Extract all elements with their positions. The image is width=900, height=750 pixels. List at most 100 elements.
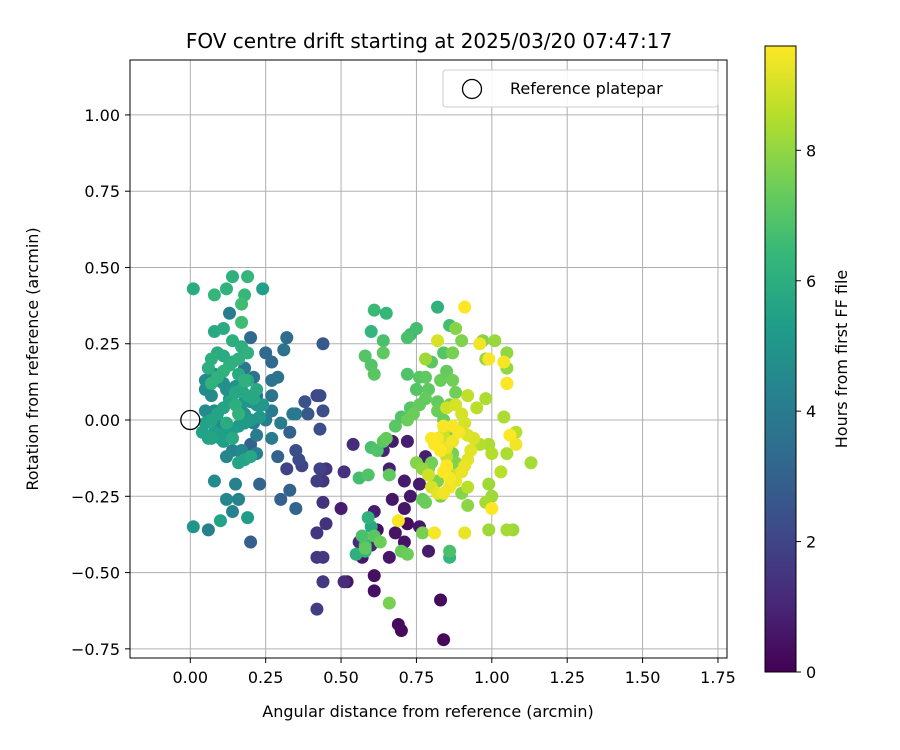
- data-point: [437, 486, 451, 500]
- data-point: [455, 465, 469, 479]
- data-point: [367, 303, 381, 317]
- data-point: [201, 361, 215, 375]
- data-point: [219, 450, 233, 464]
- data-point: [400, 434, 414, 448]
- y-axis-label: Rotation from reference (arcmin): [23, 227, 42, 490]
- data-point: [244, 450, 258, 464]
- data-point: [219, 282, 233, 296]
- data-point: [235, 315, 249, 329]
- data-point: [482, 523, 496, 537]
- data-point: [434, 593, 448, 607]
- data-point: [361, 511, 375, 525]
- data-point: [434, 373, 448, 387]
- data-point: [455, 334, 469, 348]
- y-tick-label: 1.00: [84, 106, 120, 125]
- data-point: [443, 544, 457, 558]
- data-point: [201, 523, 215, 537]
- data-point: [213, 514, 227, 528]
- data-point: [431, 300, 445, 314]
- y-tick-label: 0.50: [84, 258, 120, 277]
- data-point: [437, 419, 451, 433]
- data-point: [422, 544, 435, 558]
- colorbar: [764, 45, 797, 673]
- data-point: [256, 282, 270, 296]
- data-point: [376, 346, 390, 360]
- y-tick-label: −0.75: [71, 640, 120, 659]
- data-point: [313, 389, 327, 403]
- y-tick-label: 0.00: [84, 411, 120, 430]
- data-point: [409, 321, 423, 335]
- data-point: [461, 498, 475, 512]
- data-point: [238, 373, 252, 387]
- data-point: [400, 547, 414, 561]
- data-point: [458, 526, 472, 540]
- data-point: [204, 376, 218, 390]
- data-point: [280, 331, 294, 345]
- data-point: [412, 398, 426, 412]
- data-point: [449, 398, 463, 412]
- data-point: [397, 502, 411, 515]
- data-point: [446, 434, 460, 448]
- data-point: [446, 346, 460, 360]
- data-point: [500, 376, 514, 390]
- data-point: [298, 395, 312, 409]
- data-point: [346, 437, 360, 451]
- data-point: [226, 505, 240, 519]
- data-point: [244, 331, 258, 345]
- data-point: [440, 364, 454, 378]
- data-point: [316, 550, 330, 564]
- data-point: [446, 373, 460, 387]
- data-point: [437, 465, 451, 479]
- data-point: [382, 550, 396, 564]
- data-point: [418, 370, 432, 384]
- x-axis-label: Angular distance from reference (arcmin): [262, 702, 593, 721]
- axis-ticks: 0.00 0.25 0.50 0.75 1.00 1.25 1.50 1.75 −0.75 −0.…: [71, 106, 736, 687]
- data-point: [207, 288, 221, 302]
- data-point: [301, 407, 315, 421]
- data-point: [274, 492, 288, 506]
- reference-platepar-marker: [180, 409, 201, 431]
- data-point: [370, 444, 384, 458]
- data-point: [461, 389, 475, 403]
- data-point: [482, 477, 496, 491]
- data-point: [289, 444, 303, 458]
- data-point: [271, 450, 285, 464]
- data-point: [367, 584, 381, 598]
- data-point: [204, 431, 218, 445]
- data-point: [388, 419, 402, 433]
- data-point: [316, 404, 330, 418]
- colorbar-tick-label: 6: [806, 272, 816, 291]
- data-point: [186, 282, 200, 296]
- data-point: [382, 596, 396, 610]
- data-point: [250, 428, 264, 442]
- data-point: [316, 575, 330, 589]
- data-point: [470, 401, 484, 415]
- legend-label-reference: Reference platepar: [510, 79, 663, 98]
- data-point: [310, 474, 324, 488]
- data-point: [283, 425, 297, 439]
- data-point: [503, 428, 517, 442]
- data-point: [428, 526, 442, 540]
- data-point: [497, 355, 511, 369]
- data-point: [482, 352, 496, 366]
- data-point: [379, 306, 393, 320]
- data-point: [367, 367, 381, 381]
- data-point: [388, 526, 402, 540]
- data-point: [241, 511, 255, 525]
- data-point: [310, 526, 324, 540]
- data-point: [367, 569, 381, 583]
- data-point: [358, 541, 372, 555]
- data-point: [259, 346, 273, 360]
- data-point: [361, 468, 375, 482]
- data-point: [271, 370, 285, 384]
- data-point: [274, 416, 288, 430]
- data-point: [446, 419, 460, 433]
- colorbar-label: Hours from first FF file: [832, 270, 851, 449]
- data-point: [500, 523, 514, 537]
- data-point: [400, 331, 414, 345]
- data-point: [437, 633, 451, 647]
- data-point: [376, 334, 390, 348]
- data-point: [232, 407, 246, 421]
- data-points: [186, 270, 538, 647]
- data-point: [244, 535, 258, 549]
